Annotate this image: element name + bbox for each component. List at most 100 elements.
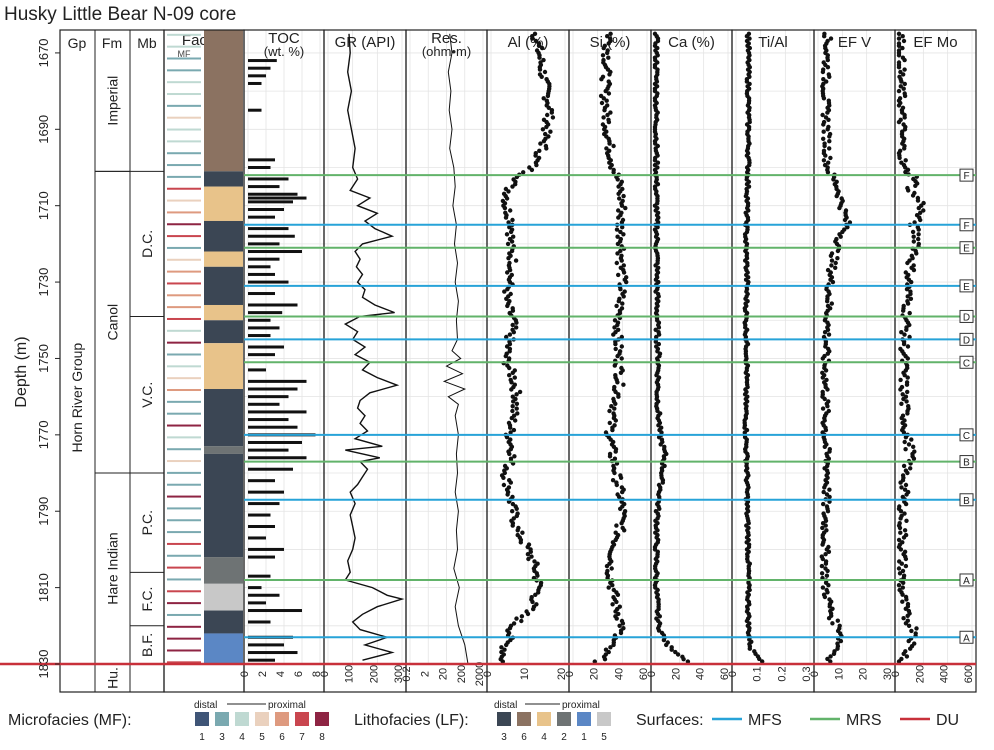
- gr-tick-label: 100: [344, 665, 356, 683]
- efmo-point: [896, 43, 902, 48]
- microfacies-band: [167, 578, 201, 581]
- efmo-point: [897, 571, 903, 576]
- depth-tick-label: 1770: [36, 420, 51, 449]
- ca-tick-label: 40: [695, 668, 707, 680]
- toc-bar: [248, 425, 298, 429]
- toc-bar: [248, 525, 275, 529]
- microfacies-band: [167, 258, 201, 261]
- ca-point: [656, 628, 662, 633]
- al-point: [511, 234, 516, 239]
- toc-bar: [248, 440, 302, 444]
- si-point: [618, 630, 624, 636]
- efv-point: [823, 344, 828, 349]
- efmo-point: [896, 31, 902, 36]
- efmo-point: [916, 232, 921, 237]
- toc-bar: [248, 547, 284, 551]
- microfacies-band: [167, 400, 201, 403]
- efv-point: [822, 444, 827, 449]
- depth-axis-label: Depth (m): [13, 336, 30, 407]
- efv-point: [837, 205, 842, 211]
- al-point: [509, 380, 514, 385]
- si-point: [619, 203, 625, 208]
- surface-tag-label: E: [963, 282, 970, 293]
- efmo-point: [896, 537, 902, 543]
- efmo-point: [896, 65, 902, 70]
- efmo-point: [908, 646, 913, 651]
- formation-label: Hare Indian: [105, 532, 121, 604]
- toc-bar: [248, 643, 284, 647]
- efv-point: [821, 489, 826, 495]
- efv-title: EF V: [838, 34, 871, 51]
- surface-tag: [959, 168, 974, 182]
- surface-tag: [959, 573, 974, 587]
- efmo-point: [901, 616, 906, 621]
- microfacies-band: [167, 211, 201, 214]
- microfacies-band: [167, 649, 201, 652]
- microfacies-band: [167, 602, 201, 605]
- efmo-point: [898, 377, 903, 383]
- si-point: [620, 489, 625, 495]
- efmo-point: [904, 492, 909, 497]
- efmo-point: [898, 509, 904, 514]
- al-point: [506, 220, 511, 225]
- ca-point: [660, 480, 665, 485]
- ca-tick-label: 0: [646, 671, 658, 677]
- efmo-point: [905, 301, 911, 306]
- efv-point: [835, 646, 840, 651]
- efmo-point: [916, 205, 921, 211]
- toc-bar: [248, 387, 298, 391]
- microfacies-band: [167, 637, 201, 640]
- efv-point: [826, 583, 831, 588]
- toc-bar: [248, 280, 289, 284]
- efv-point: [824, 573, 830, 578]
- efmo-point: [896, 88, 902, 94]
- surface-tag: [959, 355, 974, 369]
- microfacies-band: [167, 187, 201, 190]
- toc-bar: [248, 555, 275, 559]
- efv-point: [827, 146, 832, 151]
- si-point: [619, 344, 624, 349]
- lf-swatch: [497, 712, 511, 726]
- toc-bar: [248, 303, 298, 307]
- efmo-point: [898, 547, 904, 552]
- surface-tag: [959, 309, 974, 323]
- efmo-point: [904, 399, 909, 404]
- gr-tick-label: 200: [368, 665, 380, 683]
- si-tick-label: 60: [638, 668, 650, 680]
- efmo-point: [900, 45, 905, 51]
- res-tick-label: 2000: [474, 662, 486, 686]
- microfacies-band: [167, 377, 201, 380]
- surface-legend-label: DU: [936, 712, 959, 729]
- efmo-point: [902, 528, 908, 533]
- si-point: [612, 363, 617, 368]
- efv-tick-label: 10: [833, 668, 845, 680]
- microfacies-band: [167, 294, 201, 297]
- toc-bar: [248, 227, 289, 231]
- depth-tick-label: 1710: [36, 191, 51, 220]
- efv-point: [825, 170, 831, 175]
- efmo-point: [914, 626, 919, 631]
- al-point: [511, 621, 517, 626]
- tial-tick-label: 0: [727, 671, 739, 677]
- depth-tick-label: 1690: [36, 115, 51, 144]
- efv-point: [827, 494, 832, 500]
- al-point: [511, 399, 516, 404]
- al-point: [544, 124, 549, 130]
- toc-bar: [248, 158, 275, 162]
- al-point: [515, 411, 520, 416]
- efv-point: [825, 568, 830, 574]
- lithofacies-interval: [204, 220, 243, 252]
- efmo-point: [906, 623, 912, 628]
- efmo-point: [903, 482, 909, 488]
- al-point: [503, 353, 508, 359]
- efmo-point: [896, 36, 902, 41]
- toc-bar: [248, 265, 271, 269]
- efv-point: [835, 256, 840, 261]
- efmo-point: [910, 193, 916, 198]
- al-point: [540, 45, 545, 51]
- efmo-point: [896, 119, 902, 125]
- efv-point: [820, 69, 826, 75]
- efmo-point: [902, 67, 907, 72]
- microfacies-band: [167, 436, 201, 439]
- al-point: [508, 480, 513, 485]
